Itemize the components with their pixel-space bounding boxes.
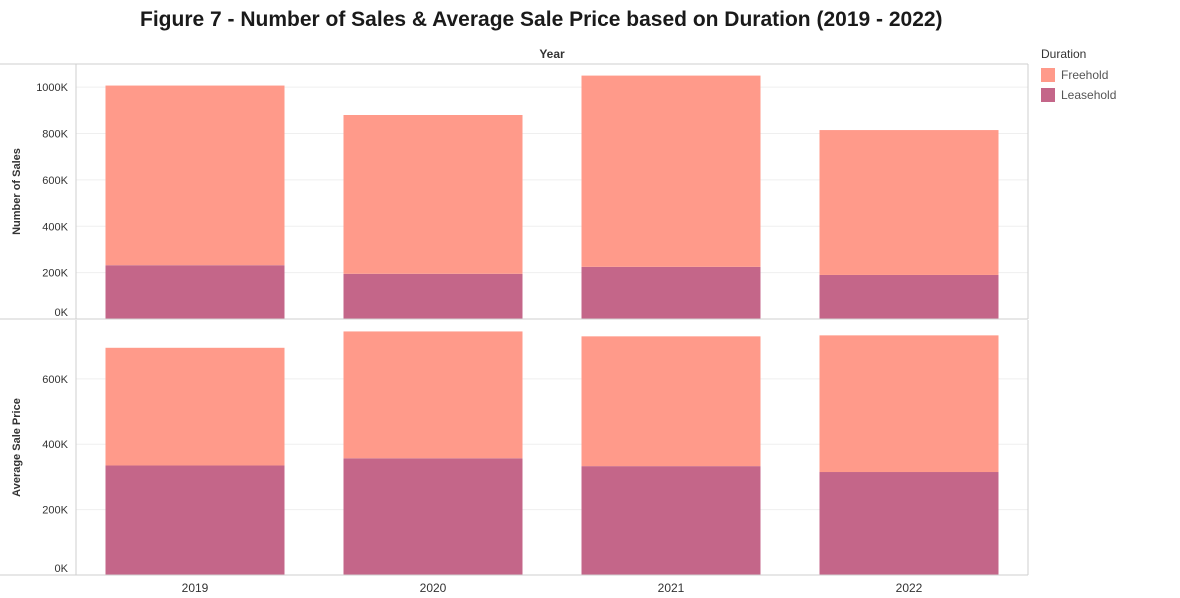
legend: Duration Freehold Leasehold [1041, 47, 1116, 105]
y-tick-label: 600K [42, 374, 68, 386]
y-tick-label: 0K [55, 563, 69, 575]
y-tick-label: 0K [55, 307, 69, 319]
y-tick-label: 800K [42, 129, 68, 141]
bar-freehold[interactable] [105, 85, 285, 266]
bar-freehold[interactable] [581, 75, 761, 267]
legend-label-freehold: Freehold [1061, 68, 1109, 82]
bar-leasehold[interactable] [819, 274, 999, 319]
y-tick-label: 400K [42, 221, 68, 233]
chart-title: Figure 7 - Number of Sales & Average Sal… [140, 8, 943, 31]
bar-freehold[interactable] [343, 115, 523, 274]
chart-area: Year 0K 200K 400K 600K 800K 1000K Number of Sa… [0, 47, 1029, 595]
legend-swatch-freehold [1041, 68, 1055, 82]
bar-freehold[interactable] [819, 335, 999, 473]
bar-freehold[interactable] [581, 336, 761, 467]
x-tick-label: 2020 [420, 581, 447, 595]
bar-leasehold[interactable] [819, 472, 999, 575]
chart-panels: 0K 200K 400K 600K 800K 1000K Number of Sales 0K… [0, 64, 1029, 595]
y-tick-label: 400K [42, 439, 68, 451]
bar-freehold[interactable] [343, 331, 523, 459]
y-tick-label: 200K [42, 505, 68, 517]
legend-title: Duration [1041, 47, 1087, 61]
y-tick-label: 600K [42, 175, 68, 187]
bar-leasehold[interactable] [343, 273, 523, 319]
x-tick-label: 2019 [182, 581, 209, 595]
bar-leasehold[interactable] [105, 465, 285, 575]
y-axis-title: Average Sale Price [11, 398, 23, 497]
bar-leasehold[interactable] [343, 458, 523, 575]
y-tick-label: 1000K [36, 82, 68, 94]
legend-swatch-leasehold [1041, 88, 1055, 102]
bar-leasehold[interactable] [581, 466, 761, 575]
bar-leasehold[interactable] [105, 265, 285, 319]
y-tick-label: 200K [42, 268, 68, 280]
legend-label-leasehold: Leasehold [1061, 88, 1117, 102]
legend-item-freehold[interactable]: Freehold [1041, 65, 1116, 85]
x-tick-label: 2022 [896, 581, 923, 595]
y-axis-title: Number of Sales [11, 148, 23, 235]
bar-freehold[interactable] [819, 130, 999, 275]
column-header: Year [539, 47, 565, 61]
x-tick-label: 2021 [658, 581, 685, 595]
legend-item-leasehold[interactable]: Leasehold [1041, 85, 1116, 105]
bar-leasehold[interactable] [581, 266, 761, 319]
bar-freehold[interactable] [105, 347, 285, 466]
